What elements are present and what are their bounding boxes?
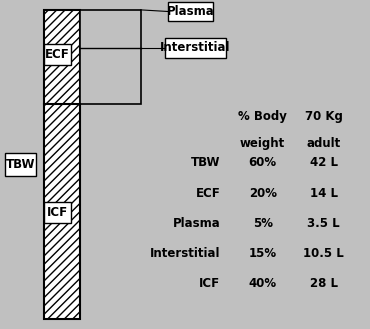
Text: 70 Kg: 70 Kg [305,110,343,123]
Bar [44,10,80,319]
Bar [80,10,141,104]
Text: ECF: ECF [195,187,220,200]
Text: 15%: 15% [249,247,277,260]
Text: adult: adult [307,138,341,150]
Text: 5%: 5% [253,217,273,230]
Text: TBW: TBW [6,158,35,171]
Text: TBW: TBW [191,156,220,169]
Text: Plasma: Plasma [166,5,215,18]
Text: Interstitial: Interstitial [160,41,231,54]
Bar [44,44,71,65]
Bar [165,38,226,58]
Text: Plasma: Plasma [172,217,220,230]
Text: 10.5 L: 10.5 L [303,247,344,260]
Text: 20%: 20% [249,187,277,200]
Text: ECF: ECF [45,48,70,61]
Bar [168,2,213,21]
Bar [5,153,36,176]
Text: weight: weight [240,138,285,150]
Text: % Body: % Body [238,110,287,123]
Text: Interstitial: Interstitial [149,247,220,260]
Text: 60%: 60% [249,156,277,169]
Text: 3.5 L: 3.5 L [307,217,340,230]
Bar [44,201,71,223]
Text: 14 L: 14 L [310,187,338,200]
Text: 40%: 40% [249,277,277,291]
Text: 28 L: 28 L [310,277,338,291]
Text: ICF: ICF [199,277,220,291]
Text: 42 L: 42 L [310,156,338,169]
Text: ICF: ICF [47,206,68,219]
